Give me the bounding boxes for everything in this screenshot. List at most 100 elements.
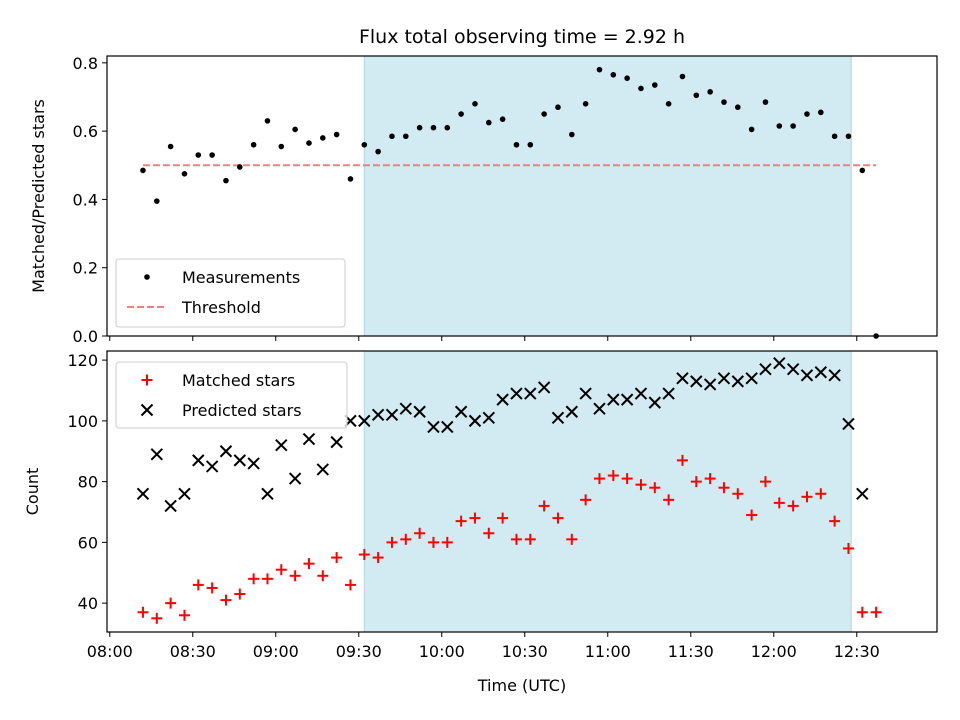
x-axis-label: Time (UTC) [477,676,566,695]
measurement-point [790,123,796,129]
matched-star-point [759,476,771,488]
x-tick-label: 12:30 [834,642,880,661]
matched-star-point [690,476,702,488]
predicted-star-point [800,369,814,382]
legend-x-glyph [140,403,154,417]
measurement-point [416,124,423,131]
y-tick-label: 0.2 [73,259,98,278]
predicted-star-point [579,387,592,400]
count-legend-box [115,361,348,429]
x-tick-label: 09:30 [336,642,382,661]
matched-star-point [787,500,799,512]
predicted-star-point [524,387,537,400]
predicted-star-point [178,487,191,500]
x-tick-label: 10:00 [419,642,465,661]
measurement-point [735,104,741,111]
ratio-panel: 0.00.20.40.60.8 Matched/Predicted stars … [29,54,938,346]
matched-star-point [400,533,412,545]
predicted-star-point [358,414,371,428]
matched-star-point [621,473,633,485]
legend-marker-matched-stars [141,374,153,386]
predicted-star-point [690,375,703,388]
matched-star-point [455,515,467,527]
predicted-star-point [288,472,302,485]
measurement-point [721,99,727,105]
predicted-star-point [828,369,841,382]
measurement-point [154,198,160,204]
count-axes-frame [106,350,938,633]
measurement-point [140,167,146,174]
predicted-star-point [648,396,662,409]
predicted-star-point [731,375,745,388]
matched-star-point [469,512,481,524]
matched-star-point [483,527,495,539]
predicted-star-point [468,414,482,428]
matched-star-point [151,612,163,624]
matched-star-point [815,488,827,500]
matched-star-point [303,558,315,570]
observing-window-shade-bottom [363,350,852,633]
measurement-point [458,111,464,117]
matched-star-point [649,482,661,494]
legend-label-measurements: Measurements [182,268,300,287]
matched-star-point [137,606,149,618]
matched-star-point [635,479,647,491]
measurement-point [762,99,769,105]
predicted-star-point [842,417,855,431]
predicted-star-point [136,487,150,500]
matched-star-point [580,494,592,506]
matched-star-point [856,606,868,618]
measurement-point [278,143,285,150]
measurement-point [264,118,271,124]
predicted-star-point [150,448,164,461]
matched-star-point [663,494,675,506]
predicted-star-point [454,405,468,418]
legend-marker-predicted-stars [140,403,154,417]
matched-star-point [289,570,301,582]
x-tick-label: 08:30 [170,642,216,661]
matched-star-point [552,512,564,524]
predicted-star-point [537,381,551,394]
legend-marker-measurements [144,274,150,280]
measurement-point [831,133,838,140]
matched-star-point [414,527,426,539]
x-tick-label: 10:30 [502,642,548,661]
measurement-point [347,176,354,182]
y-tick-label: 60 [78,533,98,552]
predicted-star-point [302,432,316,446]
y-tick-label: 0.6 [73,122,98,141]
y-tick-label: 0.8 [73,54,98,73]
predicted-star-point [662,387,675,400]
predicted-star-point [399,402,413,415]
matched-star-point [704,473,716,485]
predicted-star-point [413,405,426,418]
measurement-point [499,116,506,122]
count-marks [136,356,882,624]
matched-star-point [732,488,744,500]
ratio-y-axis-label: Matched/Predicted stars [29,99,48,293]
measurement-point [181,171,188,177]
matched-star-point [248,573,260,585]
matched-star-point [344,579,356,591]
count-panel: 40 60 80 100 120 08:00 08:30 09:00 09:30 10:00 10… [23,350,938,695]
matched-star-point [275,564,287,576]
predicted-star-point [219,445,233,458]
matched-star-point [427,536,439,548]
matched-star-point [441,536,453,548]
matched-star-point [676,454,688,466]
measurement-point [223,177,229,184]
ratio-y-ticks: 0.0 0.2 0.4 0.6 0.8 [73,54,107,346]
predicted-star-point [620,393,634,406]
measurement-point [472,101,478,107]
count-y-axis-label: Count [23,468,42,516]
predicted-star-point [261,487,274,500]
predicted-star-point [192,454,205,467]
predicted-star-point [164,499,177,513]
measurement-point [569,131,575,138]
measurement-point [333,131,340,138]
matched-star-point [842,542,854,554]
measurement-point [250,141,257,148]
legend-label-threshold: Threshold [181,298,261,317]
predicted-star-point [441,420,454,434]
predicted-star-point [385,408,399,422]
